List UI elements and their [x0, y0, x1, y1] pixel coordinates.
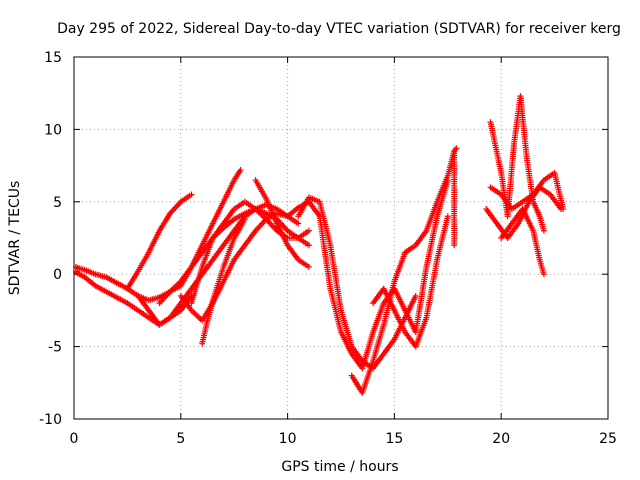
y-tick-label: -5: [48, 340, 62, 356]
data-point: [241, 216, 248, 223]
data-point: [305, 263, 312, 270]
data-point: [560, 206, 567, 213]
data-point: [540, 271, 547, 278]
x-tick-label: 5: [176, 431, 185, 447]
chart-title: Day 295 of 2022, Sidereal Day-to-day VTE…: [57, 21, 621, 37]
y-tick-label: 10: [44, 122, 62, 138]
data-point: [305, 227, 312, 234]
data-point: [295, 220, 302, 227]
series-sat-track-10: [295, 194, 419, 372]
series-sat-track-6: [188, 198, 312, 307]
y-tick-label: -10: [39, 412, 62, 428]
y-tick-label: 0: [53, 267, 62, 283]
data-point: [453, 145, 460, 152]
axis-ticks: 0 5 10 15 20 25 -10 -5 0 5 10 15: [39, 50, 617, 447]
series-sat-track-18: [451, 145, 460, 249]
x-tick-label: 20: [492, 431, 510, 447]
y-tick-label: 5: [53, 195, 62, 211]
data-point: [412, 292, 419, 299]
x-axis-label: GPS time / hours: [281, 459, 398, 475]
x-tick-label: 15: [385, 431, 403, 447]
series-sat-track-16: [487, 169, 567, 213]
data-point: [305, 242, 312, 249]
data-marks: [73, 93, 567, 396]
plot-frame: [73, 56, 609, 420]
series-sat-track-13: [370, 213, 451, 350]
y-axis-label: SDTVAR / TECUs: [7, 181, 23, 296]
series-sat-track-9: [252, 177, 312, 270]
x-tick-label: 25: [599, 431, 617, 447]
series-sat-track-17: [498, 206, 547, 278]
data-point: [444, 213, 451, 220]
series-sat-track-5: [156, 198, 312, 307]
series-sat-track-15: [487, 93, 547, 234]
x-tick-label: 10: [279, 431, 297, 447]
series-sat-track-12: [348, 148, 458, 396]
series-sat-track-8: [199, 216, 248, 347]
data-point: [188, 191, 195, 198]
x-tick-label: 0: [70, 431, 79, 447]
y-tick-label: 15: [44, 50, 62, 66]
data-point: [540, 227, 547, 234]
series-sat-track-3: [124, 191, 195, 292]
data-point: [237, 166, 244, 173]
